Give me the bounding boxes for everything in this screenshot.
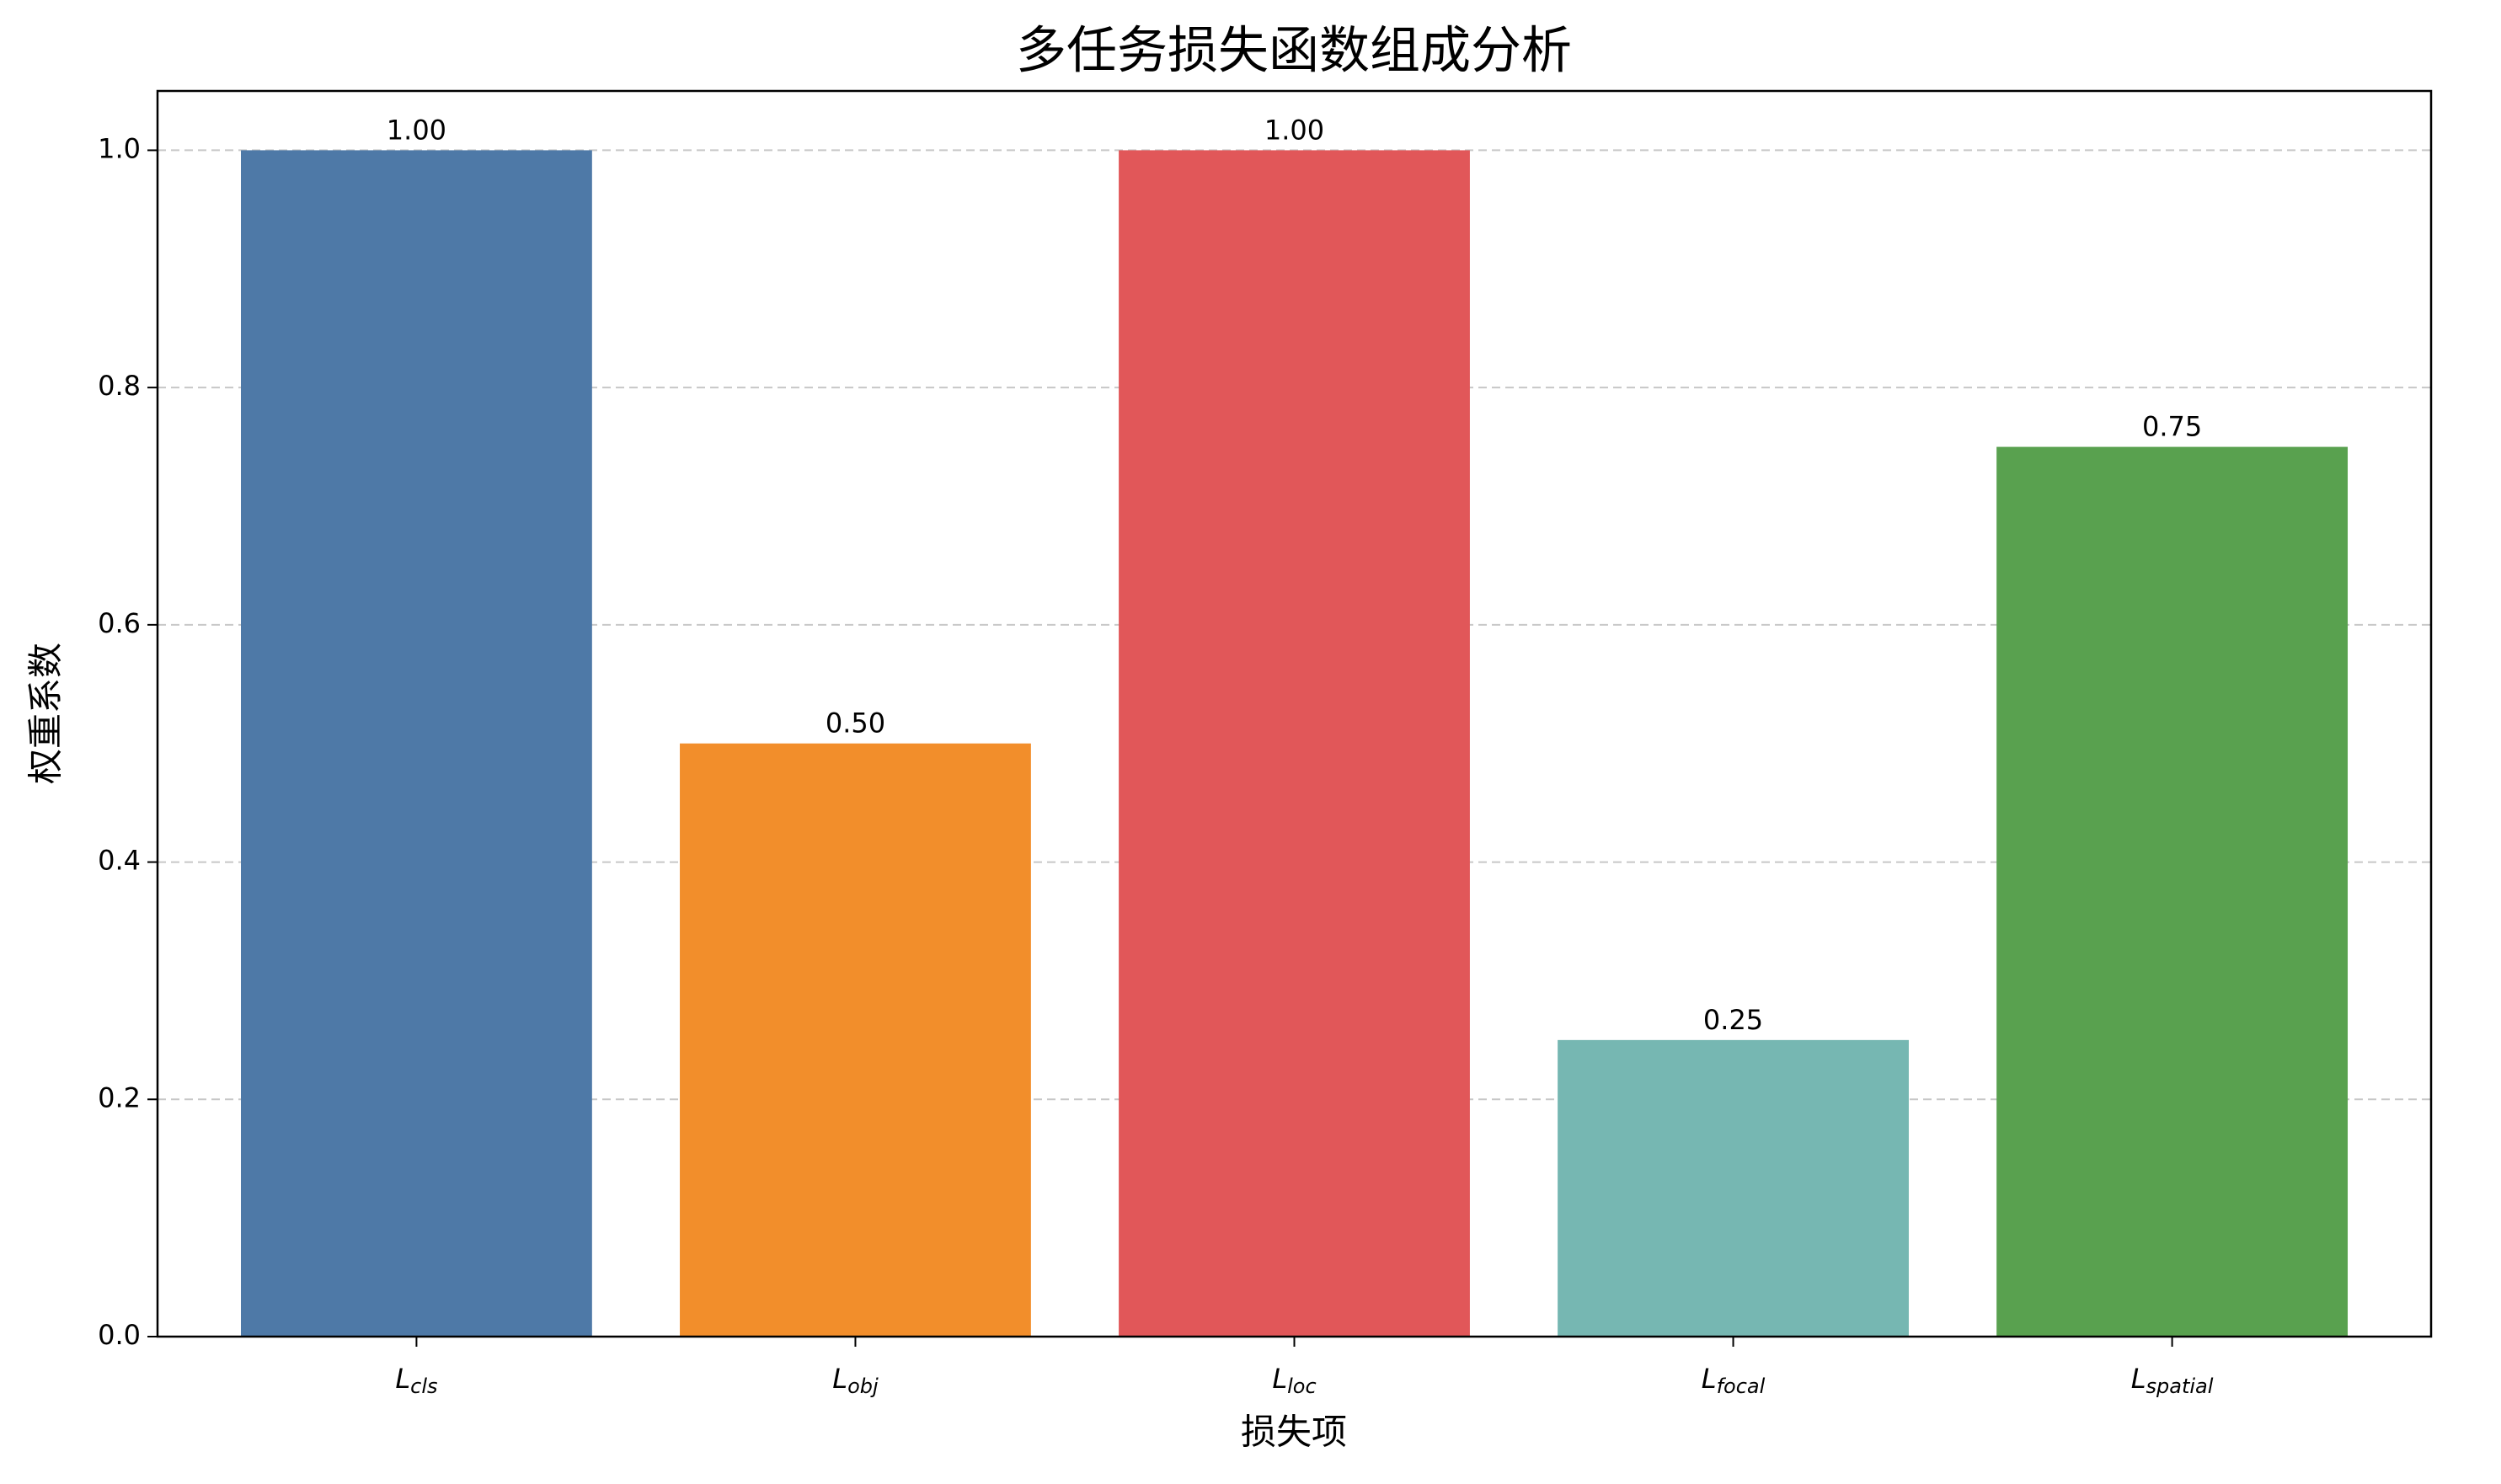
y-axis-label: 权重系数	[25, 643, 67, 784]
x-tick-label: Lobj	[832, 1363, 879, 1398]
x-tick-label: Lspatial	[2131, 1363, 2214, 1398]
bar	[1119, 150, 1470, 1337]
y-tick-label: 0.0	[98, 1319, 141, 1351]
y-tick-label: 1.0	[98, 132, 141, 164]
bar	[240, 150, 592, 1337]
y-tick-label: 0.2	[98, 1081, 141, 1113]
value-label: 0.50	[826, 707, 885, 739]
value-label: 0.25	[1703, 1004, 1763, 1036]
value-label: 0.75	[2142, 411, 2202, 443]
x-axis-label: 损失项	[1241, 1412, 1347, 1453]
chart-title: 多任务损失函数组成分析	[1016, 22, 1572, 81]
bar	[1558, 1039, 1909, 1337]
value-label: 1.00	[387, 114, 446, 146]
bar	[1996, 446, 2349, 1337]
bar	[680, 743, 1031, 1337]
value-label: 1.00	[1264, 114, 1324, 146]
x-tick-label: Lloc	[1272, 1363, 1316, 1398]
plot-frame	[156, 89, 2433, 1338]
y-tick-label: 0.8	[98, 370, 141, 402]
y-tick-label: 0.4	[98, 845, 141, 877]
x-tick-label: Lcls	[395, 1363, 437, 1398]
x-tick-label: Lfocal	[1702, 1363, 1766, 1398]
y-tick-label: 0.6	[98, 607, 141, 639]
